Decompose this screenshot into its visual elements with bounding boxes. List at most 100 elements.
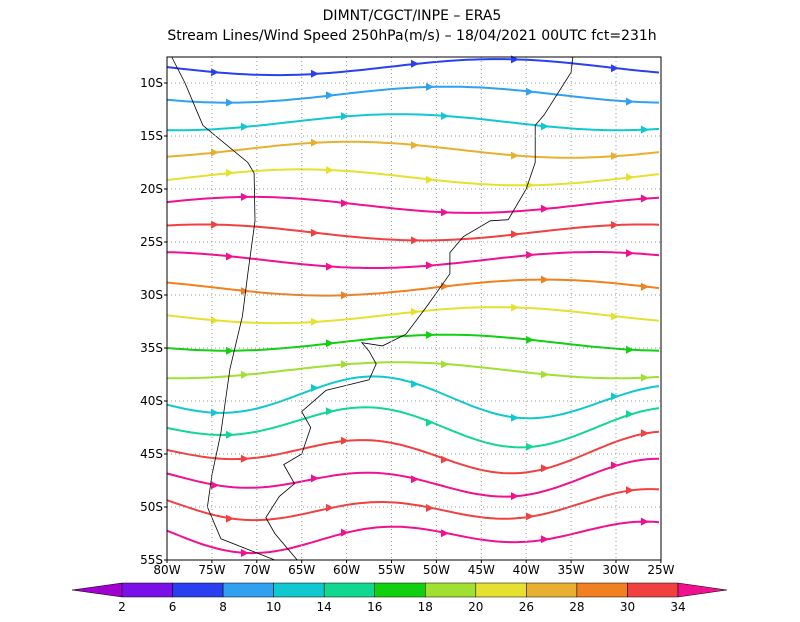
arrowhead [226,168,234,177]
arrowhead [241,287,249,296]
arrowhead [526,87,534,96]
arrowhead [211,220,219,229]
arrowhead [541,122,549,131]
arrowhead [626,173,634,182]
lon-label: 25W [647,563,674,577]
map-frame [166,56,662,561]
lon-label: 70W [243,563,270,577]
arrowhead [626,410,634,419]
lat-label: 25S [140,235,163,249]
colorbar-high [677,582,728,598]
streamlines [166,55,660,557]
arrowhead [211,481,219,490]
arrowhead [311,69,319,78]
streamline [166,430,660,475]
arrowhead [526,335,534,344]
arrowhead [541,535,549,544]
arrowhead [341,199,349,208]
arrowhead [541,464,549,473]
arrowhead [526,442,534,451]
arrowhead [226,346,234,355]
lon-label: 40W [513,563,540,577]
arrowhead [341,528,349,537]
colorbar-segment [374,582,426,598]
lat-label: 40S [140,394,163,408]
arrowhead [526,250,534,259]
arrowhead [441,360,449,369]
arrowhead [541,275,549,284]
arrowhead [326,262,334,271]
streamline [166,278,660,297]
colorbar-segment [576,582,628,598]
arrowhead [626,97,634,106]
arrowhead [426,504,434,512]
colorbar-label: 18 [418,600,433,614]
lon-label: 75W [198,563,225,577]
colorbar-label: 28 [569,600,584,614]
streamline [166,488,660,522]
colorbar-segment [273,582,325,598]
colorbar-label: 30 [620,600,635,614]
arrowhead [326,166,334,175]
colorbar-segment [627,582,679,598]
colorbar-label: 34 [670,600,685,614]
lon-label: 55W [378,563,405,577]
arrowhead [326,407,334,416]
arrowhead [611,221,619,229]
colorbar-label: 26 [519,600,534,614]
arrowhead [441,282,449,291]
streamline [166,113,660,132]
arrowhead [226,252,234,261]
colorbar-label: 6 [169,600,177,614]
arrowhead [411,380,419,388]
arrowhead [241,192,249,201]
arrowhead [641,517,649,526]
colorbar-label: 10 [266,600,281,614]
lat-label: 15S [140,129,163,143]
arrowhead [311,474,319,483]
arrowhead [326,339,334,348]
title: DIMNT/CGCT/INPE – ERA5 [323,8,502,24]
colorbar-label: 14 [317,600,332,614]
arrowhead [441,455,449,464]
arrowhead [241,122,249,131]
arrowhead [626,249,634,258]
arrowhead [311,228,319,237]
arrowhead [641,373,649,382]
arrowhead [426,261,434,270]
colorbar-label: 2 [118,600,126,614]
colorbar-segment [323,582,375,598]
colorbar-segment [121,582,173,598]
arrowhead [626,345,634,354]
streamline [166,85,660,104]
arrowhead [511,413,519,422]
arrowhead [241,549,249,557]
lon-label: 45W [468,563,495,577]
colorbar-label: 16 [367,600,382,614]
colorbar: 2 6 8 10 14 16 18 20 26 28 30 34 [71,582,728,614]
subtitle: Stream Lines/Wind Speed 250hPa(m/s) – 18… [167,28,656,44]
lat-label: 50S [140,500,163,514]
arrowhead [341,436,349,445]
arrowhead [411,236,419,245]
arrowhead [641,282,649,291]
lat-label: 30S [140,288,163,302]
streamline [166,406,660,449]
lat-label: 10S [140,76,163,90]
arrowhead [311,317,319,326]
arrowhead [411,307,419,316]
arrowhead [411,141,419,150]
arrowhead [211,408,219,417]
arrowhead [611,312,619,321]
colorbar-segment [475,582,527,598]
arrowhead [426,82,434,91]
arrowhead [611,461,619,470]
arrowhead [526,512,534,521]
colorbar-segment [526,582,578,598]
arrowhead [441,112,449,120]
arrowhead [311,384,319,392]
lon-label: 30W [602,563,629,577]
arrowhead [341,291,349,300]
